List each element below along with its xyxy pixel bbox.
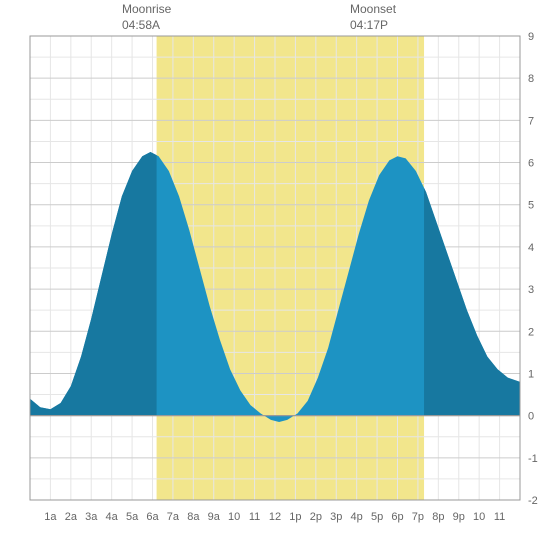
moonrise-label: Moonrise [122,2,171,18]
x-tick-label: 10 [473,511,485,523]
x-tick-label: 7a [167,511,180,523]
x-tick-label: 9a [208,511,221,523]
x-tick-label: 1a [44,511,57,523]
y-tick-label: 3 [528,284,534,296]
x-tick-label: 8p [432,511,444,523]
x-tick-label: 5p [371,511,383,523]
y-tick-label: -1 [528,453,538,465]
tide-chart-svg: -2-101234567891a2a3a4a5a6a7a8a9a1011121p… [0,0,550,550]
x-tick-label: 5a [126,511,139,523]
x-tick-label: 4p [351,511,363,523]
x-tick-label: 1p [289,511,301,523]
y-tick-label: 1 [528,368,534,380]
y-tick-label: 6 [528,158,534,170]
y-tick-label: 8 [528,73,534,85]
x-tick-label: 12 [269,511,281,523]
y-tick-label: 5 [528,200,534,212]
x-tick-label: 2a [65,511,78,523]
x-tick-label: 4a [106,511,119,523]
moonrise-time: 04:58A [122,18,171,34]
y-tick-label: 4 [528,242,534,254]
x-tick-label: 3a [85,511,98,523]
x-tick-label: 10 [228,511,240,523]
x-tick-label: 8a [187,511,200,523]
moonrise-header: Moonrise 04:58A [122,2,171,33]
moonset-label: Moonset [350,2,396,18]
moonset-time: 04:17P [350,18,396,34]
x-tick-label: 6p [391,511,403,523]
y-tick-label: 9 [528,31,534,43]
y-tick-label: 2 [528,326,534,338]
tide-chart-container: Moonrise 04:58A Moonset 04:17P -2-101234… [0,0,550,550]
x-tick-label: 3p [330,511,342,523]
y-tick-label: 7 [528,115,534,127]
moonset-header: Moonset 04:17P [350,2,396,33]
x-tick-label: 11 [494,511,505,523]
x-tick-label: 11 [249,511,260,523]
x-tick-label: 6a [146,511,159,523]
x-tick-label: 9p [453,511,465,523]
x-tick-label: 2p [310,511,322,523]
y-tick-label: -2 [528,495,538,507]
y-tick-label: 0 [528,411,534,423]
x-tick-label: 7p [412,511,424,523]
